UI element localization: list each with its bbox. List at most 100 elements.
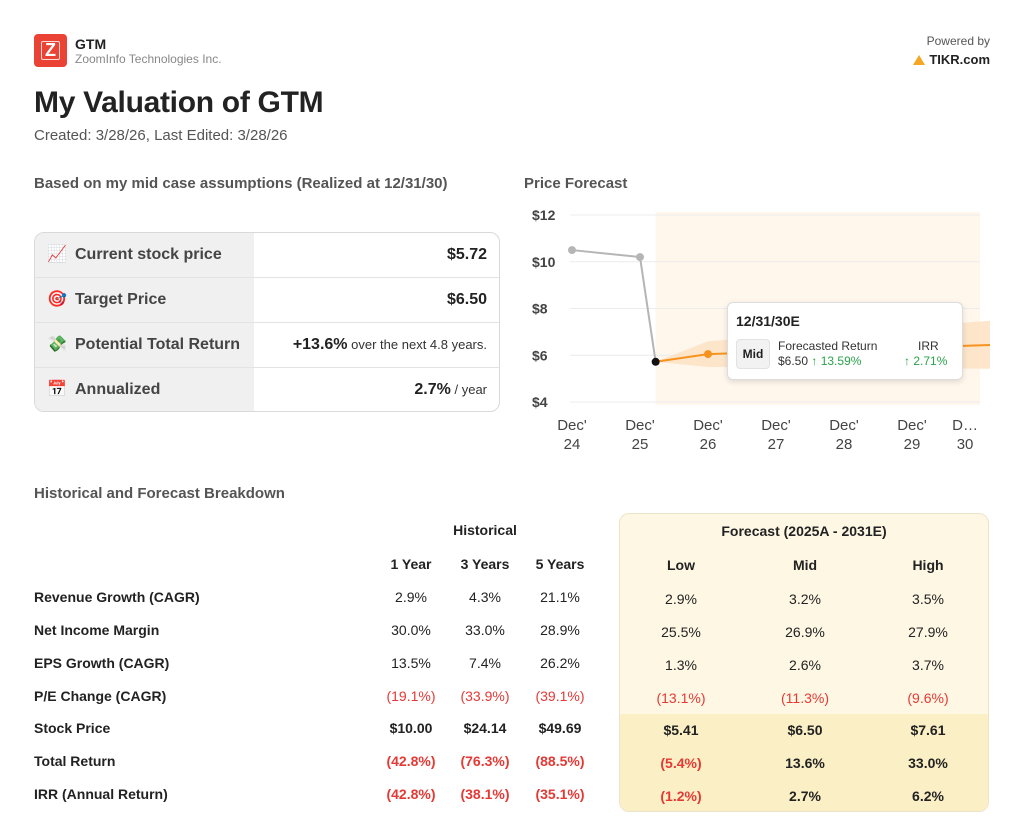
historical-cell: (19.1%) [386, 688, 436, 704]
summary-row: 🎯 Target Price $6.50 [35, 278, 499, 323]
row-label: P/E Change (CAGR) [34, 688, 167, 704]
summary-value: $5.72 [446, 246, 487, 263]
forecast-column-header: Mid [792, 557, 818, 573]
forecast-cell: (5.4%) [660, 755, 702, 771]
summary-label: Current stock price [75, 246, 222, 263]
x-tick-label: 28 [836, 436, 853, 453]
forecast-cell: 27.9% [908, 624, 948, 640]
forecast-cell: 2.6% [789, 657, 821, 673]
page-title: My Valuation of GTM [34, 86, 324, 119]
breakdown-heading: Historical and Forecast Breakdown [34, 485, 285, 502]
tooltip-irr-value: ↑ 2.71% [904, 354, 948, 368]
historical-point [568, 246, 576, 255]
historical-column-header: 5 Years [535, 556, 585, 572]
target-icon: 🎯 [47, 291, 67, 308]
y-tick-label: $4 [532, 394, 548, 410]
historical-line [571, 249, 657, 362]
historical-cell: 4.3% [469, 589, 501, 605]
company-name: ZoomInfo Technologies Inc. [75, 52, 222, 66]
historical-cell: (35.1%) [535, 786, 585, 802]
summary-suffix: / year [450, 382, 487, 397]
x-tick-label: 26 [700, 436, 717, 453]
forecast-cell: 3.5% [912, 591, 944, 607]
x-tick-label: 24 [564, 436, 581, 453]
forecast-cell: 2.7% [789, 788, 821, 804]
forecast-cell: (11.3%) [781, 690, 829, 706]
summary-label: Annualized [75, 381, 161, 398]
forecast-cell: 6.2% [912, 788, 944, 804]
historical-column-header: 1 Year [390, 556, 432, 572]
powered-by-label: Powered by [926, 34, 990, 48]
forecast-panel [619, 513, 989, 812]
tikr-brand[interactable]: TIKR.com [913, 52, 990, 67]
x-tick-label: Dec' [693, 417, 723, 434]
forecast-cell: $7.61 [910, 722, 946, 738]
y-tick-label: $12 [532, 207, 556, 223]
historical-cell: (42.8%) [386, 786, 436, 802]
summary-label: Target Price [75, 291, 167, 308]
row-label: Stock Price [34, 720, 111, 736]
historical-point [636, 253, 644, 262]
forecast-column-header: High [912, 557, 944, 573]
historical-cell: $10.00 [389, 720, 433, 736]
x-tick-label: 30 [957, 436, 974, 453]
y-tick-label: $6 [532, 347, 548, 363]
summary-suffix: over the next 4.8 years. [347, 337, 487, 352]
historical-header: Historical [453, 522, 517, 538]
x-tick-label: Dec' [897, 417, 927, 434]
row-label: Revenue Growth (CAGR) [34, 589, 200, 605]
x-tick-label: Dec' [557, 417, 587, 434]
money-wings-icon: 💸 [47, 336, 67, 353]
historical-cell: 26.2% [540, 655, 580, 671]
historical-cell: 33.0% [465, 622, 505, 638]
x-tick-label: 25 [632, 436, 649, 453]
tooltip-date: 12/31/30E [736, 313, 800, 329]
forecast-header: Forecast (2025A - 2031E) [721, 523, 887, 539]
row-label: Total Return [34, 753, 116, 769]
forecast-cell: 25.5% [661, 624, 701, 640]
tooltip-return: ↑ 13.59% [811, 354, 862, 368]
historical-cell: (38.1%) [460, 786, 510, 802]
summary-value: 2.7% [414, 381, 451, 398]
forecast-cell: 3.2% [789, 591, 821, 607]
tooltip-forecasted-return-label: Forecasted Return [778, 339, 878, 353]
tikr-brand-text: TIKR.com [929, 52, 990, 67]
row-label: Net Income Margin [34, 622, 160, 638]
historical-cell: $24.14 [463, 720, 507, 736]
forecast-cell: $6.50 [787, 722, 823, 738]
summary-row: 📅 Annualized 2.7% / year [35, 368, 499, 411]
historical-cell: 13.5% [391, 655, 431, 671]
summary-label: Potential Total Return [75, 336, 241, 353]
historical-cell: (33.9%) [460, 688, 510, 704]
y-tick-label: $8 [532, 301, 548, 317]
x-tick-label: Dec' [829, 417, 859, 434]
forecast-cell: $5.41 [663, 722, 699, 738]
ticker-symbol: GTM [75, 36, 107, 52]
y-tick-label: $10 [532, 254, 556, 270]
chart-increasing-icon: 📈 [47, 246, 67, 263]
forecast-point [704, 350, 712, 359]
forecast-cell: 33.0% [908, 755, 948, 771]
calendar-icon: 📅 [47, 381, 67, 398]
chart-tooltip: 12/31/30E Mid Forecasted Return $6.50 ↑ … [727, 302, 963, 380]
historical-cell: 28.9% [540, 622, 580, 638]
tooltip-price: $6.50 [778, 354, 809, 368]
zoominfo-logo [34, 34, 67, 67]
tikr-logo-icon [913, 55, 926, 65]
forecast-highlight [620, 714, 988, 811]
forecast-cell: 13.6% [785, 755, 825, 771]
historical-cell: $49.69 [538, 720, 582, 736]
tooltip-case-badge: Mid [736, 339, 770, 369]
row-label: IRR (Annual Return) [34, 786, 168, 802]
forecast-cell: 26.9% [785, 624, 825, 640]
summary-value: +13.6% [292, 336, 348, 353]
forecast-cell: (9.6%) [907, 690, 949, 706]
historical-cell: 7.4% [469, 655, 501, 671]
summary-row: 💸 Potential Total Return +13.6% over the … [35, 323, 499, 368]
tooltip-irr-label: IRR [918, 339, 939, 353]
forecast-cell: (1.2%) [660, 788, 702, 804]
x-tick-label: Dec' [625, 417, 655, 434]
valuation-summary: 📈 Current stock price $5.72 🎯 Target Price… [34, 232, 500, 412]
historical-cell: (76.3%) [460, 753, 510, 769]
forecast-cell: (13.1%) [656, 690, 706, 706]
